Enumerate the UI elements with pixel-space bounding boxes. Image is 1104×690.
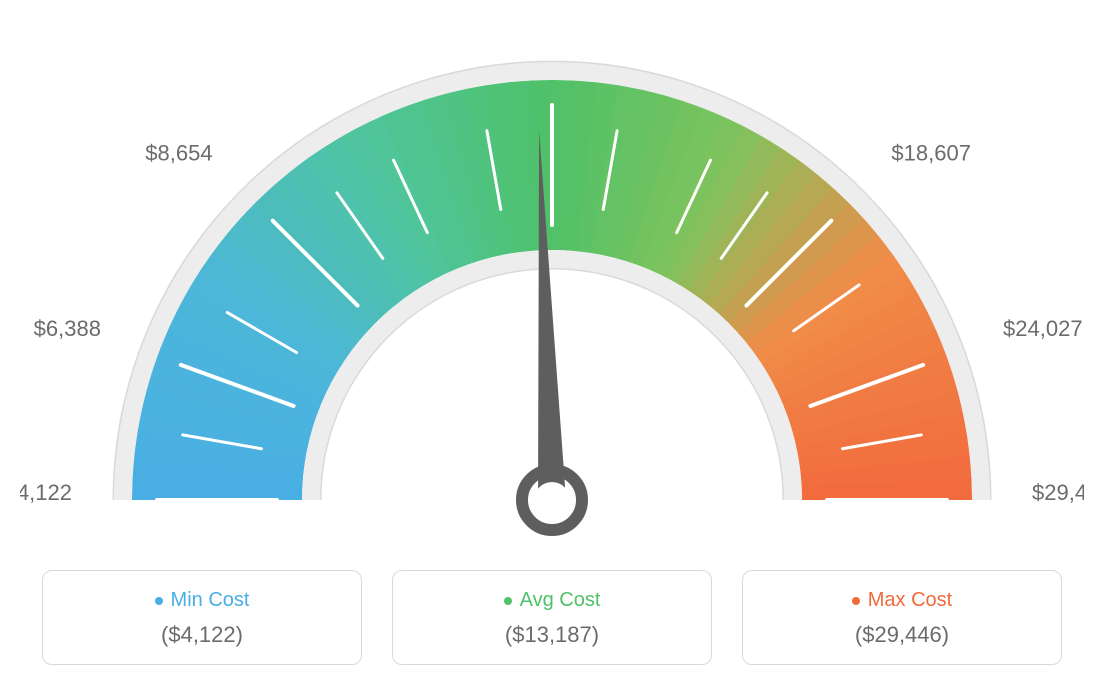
gauge-tick-label: $6,388 [34, 316, 101, 341]
max-dot-icon [852, 597, 860, 605]
gauge-chart: $4,122$6,388$8,654$13,187$18,607$24,027$… [20, 20, 1084, 540]
min-cost-value: ($4,122) [53, 622, 351, 648]
min-cost-card: Min Cost ($4,122) [42, 570, 362, 665]
max-label-text: Max Cost [868, 589, 952, 612]
gauge-tick-label: $24,027 [1003, 316, 1083, 341]
max-cost-card: Max Cost ($29,446) [742, 570, 1062, 665]
avg-dot-icon [504, 597, 512, 605]
avg-label-text: Avg Cost [520, 589, 601, 612]
max-cost-value: ($29,446) [753, 622, 1051, 648]
avg-cost-label: Avg Cost [504, 589, 601, 612]
avg-cost-card: Avg Cost ($13,187) [392, 570, 712, 665]
max-cost-label: Max Cost [852, 589, 952, 612]
gauge-tick-label: $29,446 [1032, 480, 1084, 505]
min-dot-icon [155, 597, 163, 605]
avg-cost-value: ($13,187) [403, 622, 701, 648]
gauge-tick-label: $4,122 [20, 480, 72, 505]
min-label-text: Min Cost [171, 589, 250, 612]
min-cost-label: Min Cost [155, 589, 250, 612]
gauge-tick-label: $18,607 [891, 141, 971, 166]
summary-cards: Min Cost ($4,122) Avg Cost ($13,187) Max… [20, 570, 1084, 665]
gauge-chart-container: $4,122$6,388$8,654$13,187$18,607$24,027$… [20, 20, 1084, 665]
gauge-tick-label: $8,654 [145, 141, 212, 166]
